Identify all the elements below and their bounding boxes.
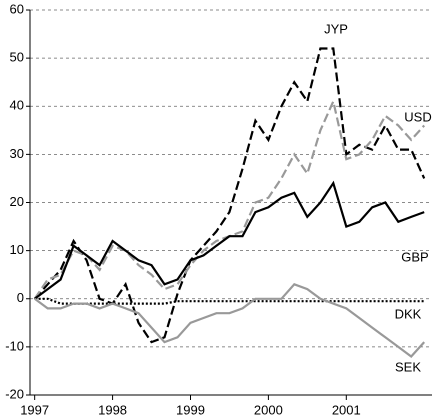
x-tick-label: 1998: [98, 402, 127, 417]
series-line: [34, 180, 425, 300]
series-label: GBP: [401, 249, 428, 264]
y-tick-label: -20: [5, 386, 24, 401]
x-tick-label: 1999: [176, 402, 205, 417]
series-label: DKK: [395, 306, 422, 321]
x-tick-label: 1997: [20, 402, 49, 417]
y-tick-label: 20: [10, 194, 24, 209]
y-tick-label: -10: [5, 338, 24, 353]
series-line: [34, 297, 425, 305]
y-tick-label: 60: [10, 1, 24, 16]
y-tick-label: 40: [10, 98, 24, 113]
series-label: USD: [404, 109, 431, 124]
y-tick-label: 10: [10, 242, 24, 257]
x-tick-label: 2000: [254, 402, 283, 417]
series-label: JYP: [324, 21, 348, 36]
series-line: [34, 283, 426, 358]
series-line: [33, 97, 426, 300]
y-tick-label: 30: [10, 146, 24, 161]
x-tick-label: 2001: [332, 402, 361, 417]
y-tick-label: 50: [10, 50, 24, 65]
series-label: SEK: [395, 359, 421, 374]
y-tick-label: 0: [17, 290, 24, 305]
series-line: [33, 47, 426, 344]
